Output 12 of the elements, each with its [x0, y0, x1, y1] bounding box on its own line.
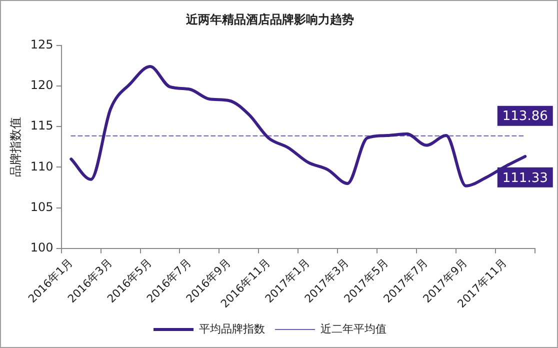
- data-label: 113.86: [502, 109, 548, 124]
- y-axis-title: 品牌指数值: [8, 116, 22, 177]
- y-tick-label: 100: [30, 240, 54, 255]
- legend-label: 近二年平均值: [320, 322, 386, 336]
- y-tick-label: 110: [30, 159, 54, 174]
- data-label: 111.33: [502, 170, 548, 186]
- legend-label: 平均品牌指数: [199, 322, 265, 336]
- y-tick-label: 105: [30, 200, 54, 214]
- chart-title: 近两年精品酒店品牌影响力趋势: [185, 12, 354, 26]
- y-tick-label: 125: [30, 38, 54, 52]
- y-tick-label: 115: [30, 118, 54, 133]
- y-tick-label: 120: [30, 78, 54, 92]
